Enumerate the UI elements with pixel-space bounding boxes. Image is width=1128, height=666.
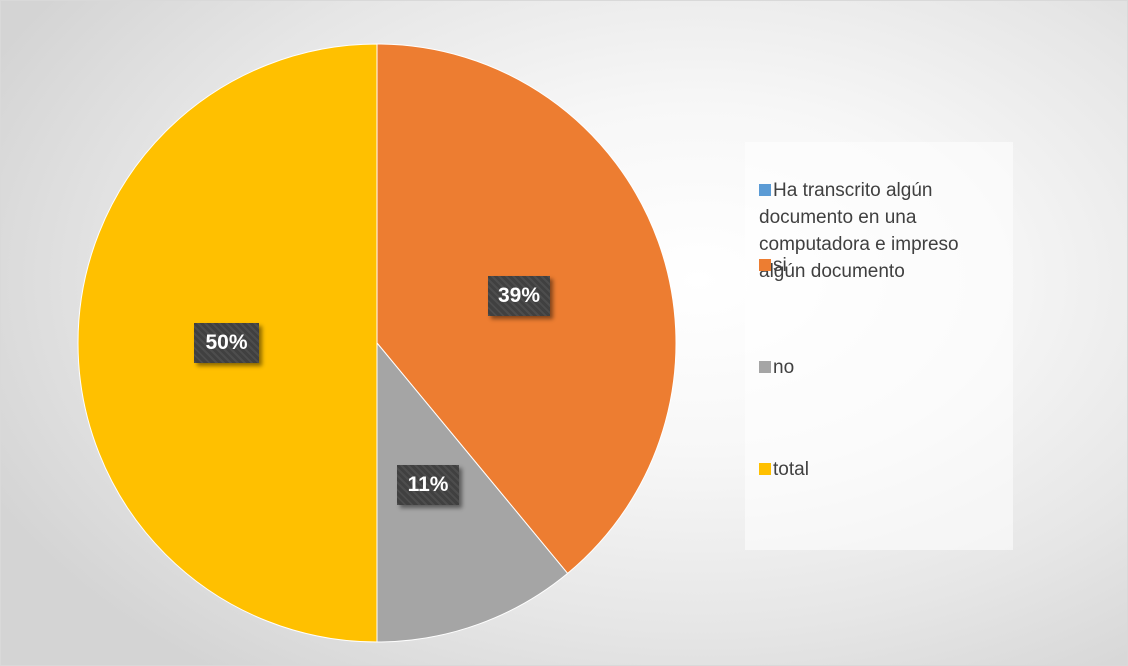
legend-label-2: no	[773, 357, 795, 378]
data-label-no: 11%	[397, 465, 459, 505]
legend-item-1: si	[759, 252, 1005, 279]
legend-swatch-3	[759, 463, 771, 475]
legend-item-3: total	[759, 456, 1005, 483]
legend-item-0: Ha transcrito algún documento en una com…	[759, 177, 1005, 285]
data-label-total: 50%	[194, 323, 259, 363]
legend-item-2: no	[759, 354, 1005, 381]
legend-swatch-0	[759, 184, 771, 196]
legend-label-3: total	[773, 459, 809, 480]
legend-label-1: si	[773, 255, 787, 276]
pie-slice-no	[376, 341, 569, 643]
legend-swatch-1	[759, 259, 771, 271]
data-label-si: 39%	[488, 276, 550, 316]
legend-swatch-2	[759, 361, 771, 373]
legend-label-0: Ha transcrito algún documento en una com…	[759, 180, 959, 282]
legend: Ha transcrito algún documento en una com…	[745, 142, 1013, 550]
